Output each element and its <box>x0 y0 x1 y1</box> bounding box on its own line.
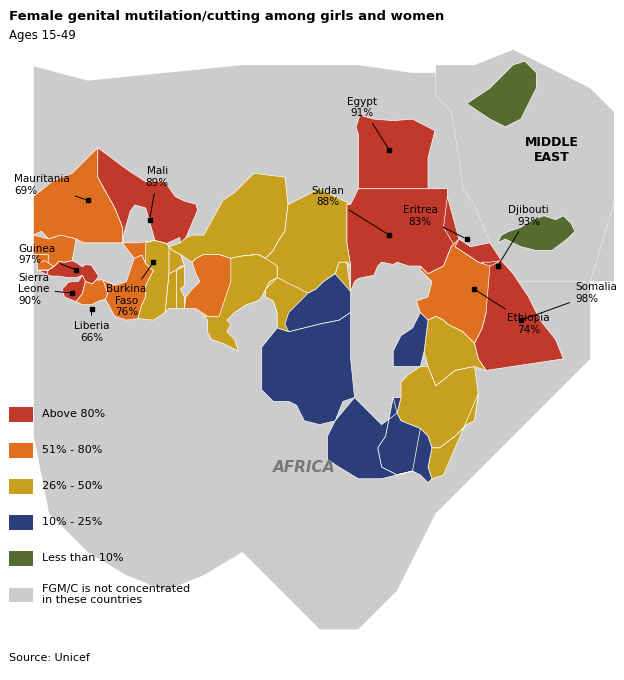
Polygon shape <box>203 254 277 351</box>
Polygon shape <box>424 316 486 386</box>
Polygon shape <box>474 260 563 371</box>
Polygon shape <box>34 254 48 270</box>
Text: Egypt
91%: Egypt 91% <box>348 97 388 148</box>
Polygon shape <box>444 197 502 270</box>
Text: Liberia
66%: Liberia 66% <box>74 311 109 343</box>
Polygon shape <box>184 254 277 316</box>
Text: Mali
89%: Mali 89% <box>146 167 169 217</box>
Polygon shape <box>37 260 54 270</box>
Polygon shape <box>261 312 354 424</box>
Text: Sudan
88%: Sudan 88% <box>311 186 387 234</box>
Polygon shape <box>103 255 154 320</box>
Polygon shape <box>347 188 459 292</box>
Text: Mauritania
69%: Mauritania 69% <box>14 174 85 199</box>
Text: Djibouti
93%: Djibouti 93% <box>499 205 549 264</box>
Polygon shape <box>356 115 435 188</box>
Polygon shape <box>467 61 536 126</box>
Polygon shape <box>482 260 502 274</box>
Text: Eritrea
83%: Eritrea 83% <box>403 205 464 238</box>
Polygon shape <box>393 312 428 367</box>
Polygon shape <box>30 65 624 630</box>
Polygon shape <box>34 148 122 243</box>
Text: Source: Unicef: Source: Unicef <box>9 653 90 663</box>
Text: MIDDLE
EAST: MIDDLE EAST <box>525 136 578 164</box>
Text: Less than 10%: Less than 10% <box>42 554 124 563</box>
Text: Burkina
Faso
76%: Burkina Faso 76% <box>106 265 152 318</box>
Text: 10% - 25%: 10% - 25% <box>42 517 103 527</box>
Text: Guinea
97%: Guinea 97% <box>18 243 74 269</box>
Polygon shape <box>165 270 177 312</box>
Text: Sierra
Leone
90%: Sierra Leone 90% <box>18 273 69 306</box>
Polygon shape <box>76 280 108 305</box>
Polygon shape <box>169 247 184 274</box>
Text: Ages 15-49: Ages 15-49 <box>9 29 76 41</box>
Polygon shape <box>138 241 169 320</box>
Polygon shape <box>328 398 397 479</box>
Polygon shape <box>242 188 351 328</box>
Text: AFRICA: AFRICA <box>273 460 336 475</box>
Polygon shape <box>285 274 351 332</box>
Polygon shape <box>397 428 432 483</box>
Polygon shape <box>169 173 288 262</box>
Polygon shape <box>428 394 479 479</box>
Text: Somalia
98%: Somalia 98% <box>524 282 617 319</box>
Text: FGM/C is not concentrated
in these countries: FGM/C is not concentrated in these count… <box>42 583 190 605</box>
Polygon shape <box>34 235 76 270</box>
Polygon shape <box>436 50 624 282</box>
Polygon shape <box>122 241 184 274</box>
Text: Ethiopia
74%: Ethiopia 74% <box>477 291 550 335</box>
Polygon shape <box>62 275 85 302</box>
Text: Above 80%: Above 80% <box>42 409 105 419</box>
Polygon shape <box>37 254 48 275</box>
Polygon shape <box>47 260 99 284</box>
Polygon shape <box>497 216 575 250</box>
Polygon shape <box>378 398 432 475</box>
Text: Female genital mutilation/cutting among girls and women: Female genital mutilation/cutting among … <box>9 10 445 23</box>
Polygon shape <box>177 266 184 309</box>
Text: 51% - 80%: 51% - 80% <box>42 445 103 455</box>
Polygon shape <box>98 148 198 248</box>
Polygon shape <box>416 239 490 343</box>
Polygon shape <box>397 367 479 448</box>
Polygon shape <box>266 262 351 332</box>
Text: 26% - 50%: 26% - 50% <box>42 481 103 491</box>
